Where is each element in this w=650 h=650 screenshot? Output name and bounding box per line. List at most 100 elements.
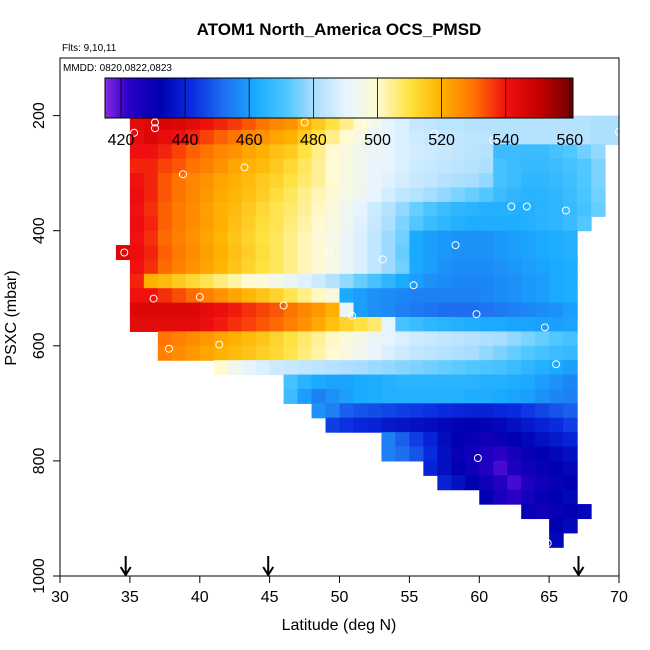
colorbar-frame [104,77,574,119]
colorbar-segment [130,78,135,118]
heatmap-cell [213,230,229,246]
heatmap-cell [479,345,494,361]
heatmap-cell [465,475,480,491]
colorbar-segment [156,78,160,118]
axes: 30 35 40 45 50 55 60 65 70 200 400 600 800 1000 [31,57,628,606]
colorbar-segment [300,78,305,118]
heatmap-cell [577,187,592,203]
heatmap-cell [479,446,494,462]
colorbar-segment [335,78,340,118]
heatmap-cell [409,230,424,246]
heatmap-cell [451,259,466,275]
heatmap-cell [381,374,396,390]
heatmap-cell [283,201,299,217]
x-tick-label: 65 [540,589,558,606]
heatmap-cell [563,518,578,534]
heatmap-cell [507,115,522,131]
heatmap-cell [325,288,341,304]
heatmap-cell [423,173,438,189]
heatmap-cell [451,360,466,376]
heatmap-cell [437,331,452,347]
colorbar-segment [502,78,507,118]
heatmap-cell [325,216,341,232]
heatmap-cell [157,129,173,145]
heatmap-cell [535,504,550,520]
heatmap-cell [241,144,257,160]
colorbar-segment [175,78,180,118]
colorbar-tick-label: 440 [172,132,199,149]
heatmap-cell [577,144,592,160]
heatmap-cell [409,187,424,203]
heatmap-cell [465,259,480,275]
heatmap-cell [339,417,355,433]
heatmap-cell [535,446,550,462]
heatmap-cell [521,187,536,203]
heatmap-cell [437,388,452,404]
heatmap-cell [521,475,536,491]
heatmap-cell [591,201,606,217]
heatmap-cell [339,216,355,232]
colorbar-tick-label: 420 [108,132,135,149]
heatmap-cell [507,259,522,275]
heatmap-cell [213,216,229,232]
heatmap-cell [395,360,410,376]
heatmap-cell [451,288,466,304]
heatmap-cell [465,288,480,304]
colorbar-segment [303,78,308,118]
heatmap-cell [479,245,494,261]
heatmap-cell [507,216,522,232]
colorbar-segment [380,78,385,118]
x-tick-label: 60 [470,589,488,606]
heatmap-cell [241,245,257,261]
heatmap-cell [353,360,369,376]
heatmap-cell [549,331,564,347]
heatmap-cell [185,288,201,304]
chart-title: ATOM1 North_America OCS_PMSD [197,20,482,39]
colorbar-segment [246,78,250,118]
heatmap-cell [185,201,201,217]
heatmap-cell [185,158,201,174]
heatmap-cell [339,201,355,217]
colorbar-segment [556,78,561,118]
heatmap-cell [227,345,243,361]
heatmap-cell [269,216,285,232]
colorbar-segment [489,78,494,118]
heatmap-cell [171,288,187,304]
heatmap-cell [563,475,578,491]
heatmap-cell [395,302,410,318]
heatmap-cell [129,230,145,246]
colorbar-segment [236,78,241,118]
heatmap-cell [339,259,355,275]
heatmap-cell [549,388,564,404]
colorbar-segment [172,78,177,118]
heatmap-cell [437,317,452,332]
colorbar-segment [194,78,199,118]
heatmap-cell [437,259,452,275]
heatmap-cell [171,144,187,160]
profile-arrows [119,556,585,577]
heatmap-cell [255,245,271,261]
heatmap-cell [535,129,550,145]
heatmap-cell [451,446,466,462]
heatmap-cell [367,173,383,189]
heatmap-cell [325,302,341,318]
heatmap-cell [213,173,229,189]
heatmap-cell [479,173,494,189]
heatmap-cell [311,144,327,160]
heatmap-cell [395,144,410,160]
heatmap-cell [479,288,494,304]
heatmap-cell [227,273,243,289]
heatmap-cell [353,187,369,203]
heatmap-cell [521,288,536,304]
colorbar-segment [367,78,372,118]
colorbar-segment [492,78,497,118]
heatmap-cell [353,302,369,318]
heatmap-cell [311,331,327,347]
heatmap-cell [311,374,327,390]
heatmap-cell [423,388,438,404]
heatmap-cell [325,360,341,376]
colorbar-segment [239,78,244,118]
heatmap-cell [227,259,243,275]
heatmap-cell [381,345,396,361]
heatmap-cell [395,201,410,217]
